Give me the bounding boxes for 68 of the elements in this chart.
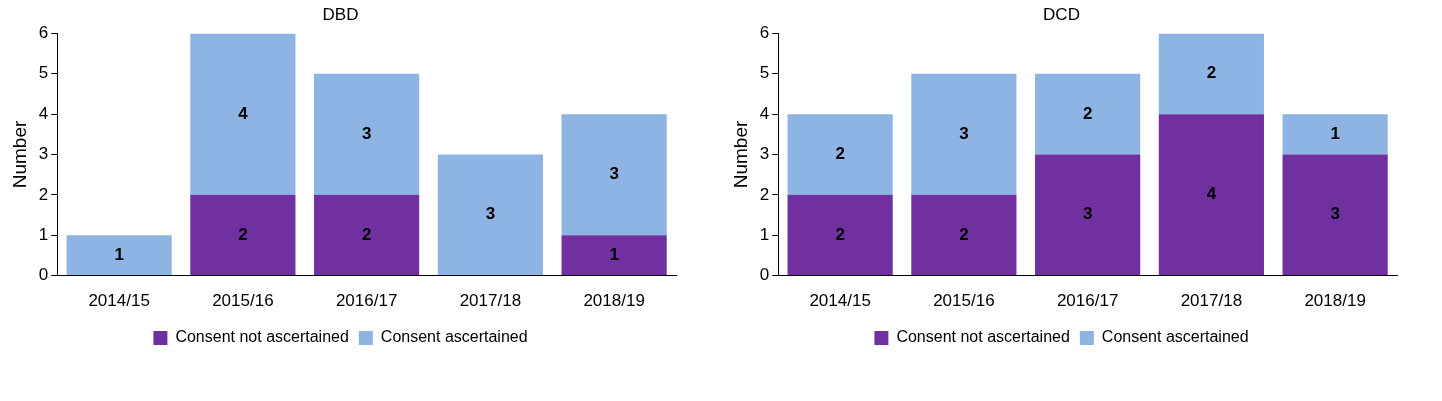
bar — [787, 114, 893, 195]
y-tick-label: 6 — [38, 23, 49, 43]
legend-label: Consent ascertained — [1101, 328, 1249, 346]
data-label: 4 — [238, 103, 249, 123]
x-tick-label: 2015/16 — [933, 291, 995, 311]
bar — [561, 114, 667, 236]
data-label: 1 — [114, 244, 124, 264]
legend-label: Consent not ascertained — [896, 328, 1070, 346]
data-label: 4 — [1206, 184, 1217, 204]
bar — [911, 73, 1017, 195]
bar — [190, 33, 296, 195]
chart-title: DCD — [1043, 4, 1080, 24]
data-label: 2 — [959, 224, 969, 244]
y-tick-label: 5 — [38, 63, 49, 83]
x-tick-label: 2018/19 — [1304, 291, 1366, 311]
y-axis-title: Number — [8, 120, 30, 189]
bar — [1158, 114, 1264, 276]
data-label: 2 — [1082, 103, 1093, 123]
y-tick-label: 5 — [759, 63, 770, 83]
y-axis-title: Number — [729, 120, 751, 189]
legend-label: Consent ascertained — [380, 328, 528, 346]
x-tick-label: 2017/18 — [459, 291, 522, 311]
bar — [1035, 154, 1141, 276]
data-label: 3 — [485, 204, 496, 224]
data-label: 2 — [1206, 63, 1217, 83]
y-tick-label: 1 — [38, 224, 49, 244]
data-label: 2 — [361, 224, 372, 244]
data-label: 3 — [361, 124, 372, 143]
x-tick-label: 2015/16 — [212, 291, 274, 311]
y-tick-label: 3 — [759, 144, 770, 164]
data-label: 1 — [609, 244, 619, 264]
x-tick-label: 2016/17 — [1056, 291, 1119, 311]
bar — [437, 154, 543, 276]
y-tick-label: 2 — [759, 184, 770, 204]
data-label: 3 — [1082, 204, 1093, 224]
data-label: 3 — [609, 164, 619, 184]
y-tick-label: 4 — [759, 103, 770, 123]
bar — [561, 235, 667, 276]
y-tick-label: 0 — [759, 265, 770, 285]
data-label: 2 — [835, 144, 845, 164]
y-tick-label: 6 — [759, 23, 770, 43]
x-tick-label: 2014/15 — [88, 291, 150, 311]
y-tick-label: 2 — [38, 184, 49, 204]
data-label: 2 — [238, 224, 248, 244]
data-label: 2 — [835, 224, 845, 244]
data-label: 3 — [959, 124, 969, 143]
bar — [1282, 114, 1388, 155]
bar — [787, 194, 893, 276]
data-label: 3 — [1330, 204, 1340, 224]
bar — [1035, 73, 1141, 155]
y-tick-label: 0 — [38, 265, 49, 285]
y-tick-label: 3 — [38, 144, 49, 164]
bar — [1158, 33, 1264, 115]
y-tick-label: 1 — [759, 224, 770, 244]
bar — [1282, 154, 1388, 276]
x-tick-label: 2016/17 — [335, 291, 398, 311]
chart-title: DBD — [322, 4, 359, 24]
bar — [314, 73, 420, 195]
data-label: 1 — [1330, 124, 1340, 143]
x-tick-label: 2017/18 — [1180, 291, 1243, 311]
legend-label: Consent not ascertained — [175, 328, 349, 346]
bar — [911, 194, 1017, 276]
bar — [314, 194, 420, 276]
bar — [190, 194, 296, 276]
y-tick-label: 4 — [38, 103, 49, 123]
x-tick-label: 2014/15 — [809, 291, 871, 311]
bar — [66, 235, 172, 276]
x-tick-label: 2018/19 — [583, 291, 645, 311]
